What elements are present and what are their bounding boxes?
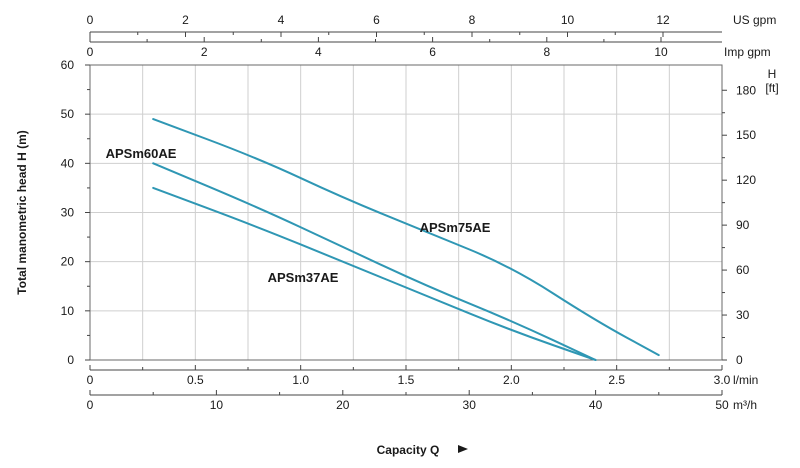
- usgpm-axis-unit: US gpm: [733, 13, 776, 27]
- right-axis-tick-label: 180: [736, 83, 756, 97]
- right-axis-tick-label: 150: [736, 128, 756, 142]
- impgpm-axis-tick-label: 2: [201, 45, 208, 59]
- m3h-axis-tick-label: 40: [589, 398, 603, 412]
- y-axis-tick-label: 50: [61, 107, 75, 121]
- right-axis-unit-h: H: [768, 67, 777, 81]
- curve-apsm75ae: [152, 118, 660, 357]
- y-axis-title: Total manometric head H (m): [15, 130, 29, 294]
- usgpm-axis-tick-label: 2: [182, 13, 189, 27]
- lmin-axis-tick-label: 1.0: [292, 373, 309, 387]
- y-axis-tick-label: 20: [61, 255, 75, 269]
- impgpm-axis-tick-label: 4: [315, 45, 322, 59]
- impgpm-axis-tick-label: 0: [87, 45, 94, 59]
- curve-apsm60ae: [152, 162, 597, 361]
- usgpm-axis-tick-label: 6: [373, 13, 380, 27]
- right-axis-tick-label: 90: [736, 218, 750, 232]
- curve-apsm37ae: [152, 186, 597, 361]
- lmin-axis-tick-label: 2.0: [503, 373, 520, 387]
- usgpm-axis-tick-label: 12: [656, 13, 670, 27]
- series-label-apsm37ae: APSm37AE: [268, 270, 339, 285]
- y-axis-tick-label: 40: [61, 156, 75, 170]
- m3h-axis-unit: m³/h: [733, 398, 757, 412]
- right-axis-tick-label: 30: [736, 308, 750, 322]
- m3h-axis-tick-label: 10: [210, 398, 224, 412]
- x-axis-title: Capacity Q: [377, 443, 440, 457]
- impgpm-axis-tick-label: 8: [543, 45, 550, 59]
- y-axis-tick-label: 0: [67, 353, 74, 367]
- impgpm-axis-tick-label: 6: [429, 45, 436, 59]
- lmin-axis-tick-label: 0.5: [187, 373, 204, 387]
- lmin-axis-tick-label: 2.5: [608, 373, 625, 387]
- y-axis-tick-label: 10: [61, 304, 75, 318]
- series-label-apsm75ae: APSm75AE: [420, 220, 491, 235]
- m3h-axis-tick-label: 50: [715, 398, 729, 412]
- impgpm-axis-unit: Imp gpm: [724, 45, 771, 59]
- right-axis-tick-label: 60: [736, 263, 750, 277]
- usgpm-axis-tick-label: 4: [278, 13, 285, 27]
- y-axis-tick-label: 30: [61, 206, 75, 220]
- right-axis-tick-label: 120: [736, 173, 756, 187]
- lmin-axis-tick-label: 1.5: [398, 373, 415, 387]
- m3h-axis-tick-label: 30: [463, 398, 477, 412]
- usgpm-axis-tick-label: 0: [87, 13, 94, 27]
- usgpm-axis-tick-label: 10: [561, 13, 575, 27]
- lmin-axis-unit: l/min: [733, 373, 758, 387]
- m3h-axis-tick-label: 0: [87, 398, 94, 412]
- x-axis-arrow-icon: [458, 445, 468, 453]
- m3h-axis-tick-label: 20: [336, 398, 350, 412]
- right-axis-unit-ft: [ft]: [765, 81, 778, 95]
- usgpm-axis-tick-label: 8: [469, 13, 476, 27]
- y-axis-tick-label: 60: [61, 58, 75, 72]
- impgpm-axis-tick-label: 10: [654, 45, 668, 59]
- series-label-apsm60ae: APSm60AE: [106, 146, 177, 161]
- lmin-axis-tick-label: 3.0: [714, 373, 731, 387]
- lmin-axis-tick-label: 0: [87, 373, 94, 387]
- right-axis-tick-label: 0: [736, 353, 743, 367]
